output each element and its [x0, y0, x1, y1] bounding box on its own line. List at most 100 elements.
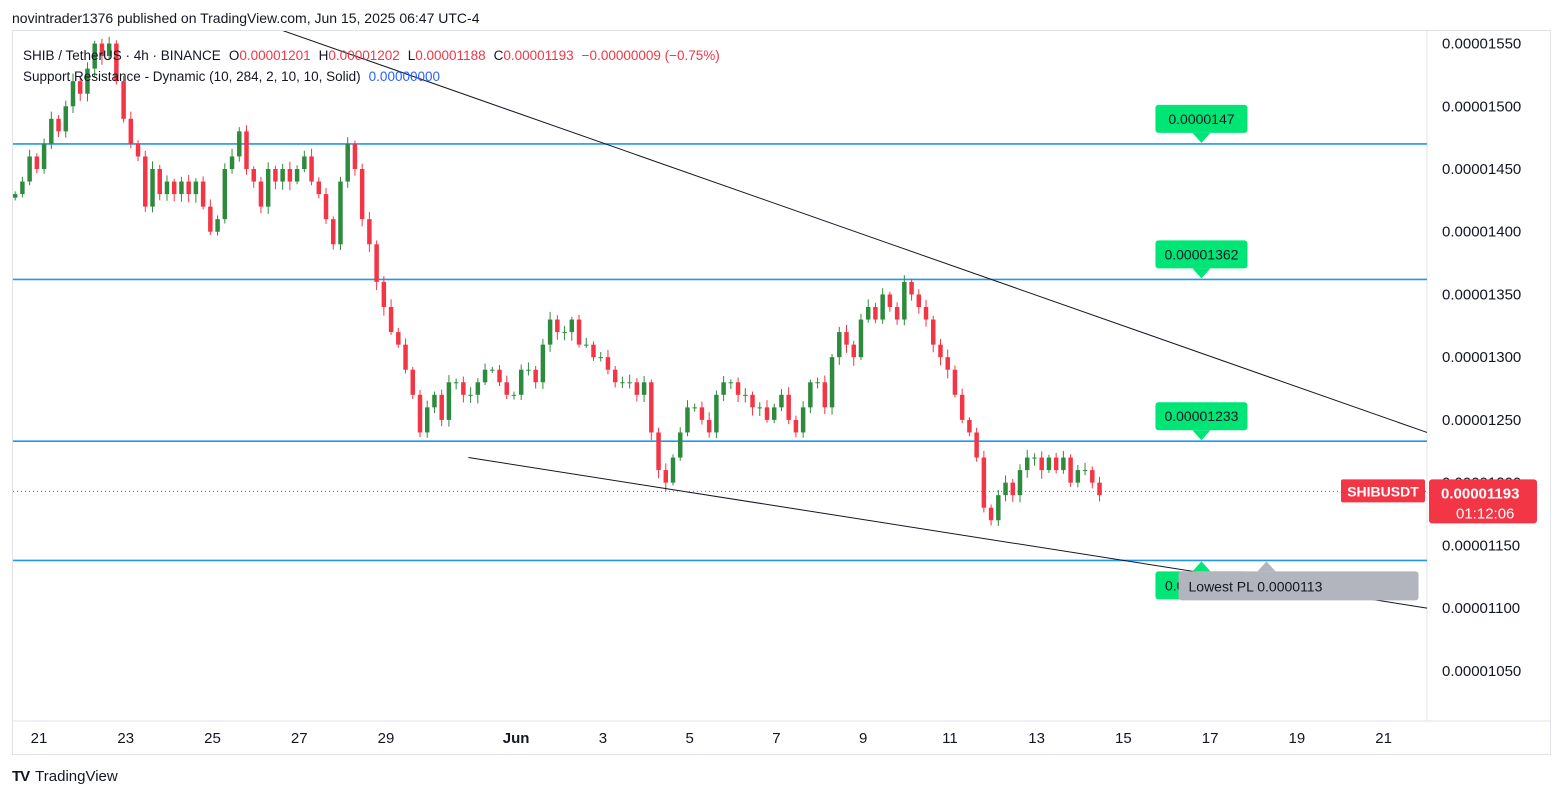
candle-body — [179, 181, 184, 195]
candle-body — [468, 394, 473, 396]
candle-body — [1053, 457, 1059, 471]
symbol-tag-text: SHIBUSDT — [1347, 483, 1419, 499]
candle-body — [280, 169, 285, 182]
candle-body — [121, 81, 126, 119]
candle-body — [229, 156, 235, 169]
lowest-pl-pointer — [1257, 561, 1276, 572]
candle-body — [634, 382, 640, 395]
candle-body — [367, 219, 372, 245]
candle-body — [273, 169, 278, 182]
level-label-pointer — [1192, 268, 1211, 279]
candle-body — [771, 407, 777, 420]
x-tick-label: 3 — [599, 730, 607, 747]
lowest-pl-box — [1178, 571, 1419, 601]
candle-body — [497, 369, 502, 383]
x-tick-label: 27 — [291, 730, 308, 747]
candle-body — [106, 43, 112, 57]
candle-body — [114, 43, 119, 82]
candle-body — [41, 143, 47, 169]
candle-body — [77, 81, 83, 94]
candle-body — [526, 369, 531, 371]
candle-body — [359, 169, 365, 220]
symbol-tag-box — [1341, 479, 1425, 503]
candle-body — [27, 156, 32, 182]
candle-body — [70, 81, 76, 107]
candle-body — [135, 143, 141, 157]
y-tick-label: 0.00001500 — [1442, 98, 1521, 115]
candle-body — [302, 156, 307, 169]
candle-body — [714, 394, 719, 433]
candle-body — [959, 394, 965, 420]
candle-body — [309, 156, 314, 182]
candle-body — [555, 319, 560, 333]
candle-body — [193, 181, 199, 195]
change-value: −0.00000009 (−0.75%) — [581, 48, 720, 63]
candle-body — [352, 143, 358, 169]
candle-body — [663, 470, 669, 483]
candle-body — [844, 332, 849, 345]
candle-body — [779, 394, 784, 408]
candle-body — [750, 394, 755, 408]
candle-body — [598, 357, 603, 359]
trendline — [282, 31, 1428, 433]
price-chart[interactable]: 0.00001550 0.00001500 0.00001450 0.00001400… — [13, 31, 1550, 754]
candle-body — [345, 143, 350, 182]
candle-body — [475, 382, 481, 395]
x-tick-label: 19 — [1289, 730, 1306, 747]
candle-body — [858, 319, 864, 358]
candle-body — [186, 181, 191, 195]
candle-body — [786, 394, 791, 420]
candle-body — [620, 382, 625, 384]
candle-body — [518, 369, 524, 395]
x-tick-label: 13 — [1028, 730, 1045, 747]
candle-body — [699, 407, 705, 420]
brand-name: TradingView — [35, 768, 118, 785]
candle-body — [800, 407, 806, 433]
candle-body — [20, 181, 25, 195]
candle-body — [490, 369, 495, 371]
candle-body — [576, 319, 582, 345]
footer-brand[interactable]: TV TradingView — [12, 768, 118, 785]
candle-body — [164, 181, 170, 195]
candle-body — [540, 344, 546, 383]
candle-body — [396, 332, 401, 345]
candle-body — [143, 156, 148, 207]
candle-body — [1082, 470, 1088, 472]
candle-body — [222, 169, 228, 220]
x-tick-label: 5 — [685, 730, 693, 747]
symbol-info[interactable]: SHIB / TetherUS · 4h · BINANCE — [23, 48, 221, 63]
candle-body — [461, 382, 466, 395]
x-tick-label: 23 — [117, 730, 134, 747]
candle-body — [873, 307, 878, 320]
candle-body — [215, 219, 220, 232]
candle-body — [880, 294, 885, 320]
indicator-name[interactable]: Support Resistance - Dynamic (10, 284, 2… — [23, 69, 361, 84]
candle-body — [1075, 470, 1081, 483]
candle-body — [1090, 470, 1095, 483]
candle-body — [92, 43, 97, 69]
high-label: H — [318, 48, 329, 63]
level-label-pointer — [1192, 430, 1211, 441]
candle-body — [157, 169, 162, 195]
level-label-box — [1155, 402, 1248, 431]
chart-frame[interactable]: 0.00001550 0.00001500 0.00001450 0.00001400… — [12, 30, 1551, 755]
candle-body — [887, 294, 893, 307]
candle-body — [743, 394, 748, 396]
y-tick-label: 0.00001250 — [1442, 412, 1521, 429]
candle-body — [584, 344, 589, 346]
lowest-pl-text: Lowest PL 0.0000113 — [1189, 578, 1323, 594]
candle-body — [612, 369, 618, 383]
candle-body — [656, 432, 661, 471]
candle-body — [916, 294, 922, 307]
candle-body — [837, 332, 842, 358]
candle-body — [670, 457, 676, 483]
candle-body — [829, 357, 835, 408]
candle-body — [128, 118, 134, 144]
candle-body — [258, 181, 264, 207]
candle-body — [287, 169, 293, 182]
candle-body — [49, 118, 54, 144]
candle-body — [793, 419, 799, 433]
candle-body — [424, 407, 430, 433]
candle-body — [410, 369, 416, 395]
candle-body — [1046, 457, 1052, 471]
